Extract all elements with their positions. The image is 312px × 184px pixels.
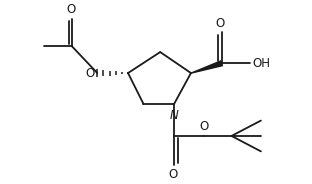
Text: O: O xyxy=(85,67,95,79)
Text: O: O xyxy=(199,120,208,133)
Text: O: O xyxy=(216,17,225,30)
Text: O: O xyxy=(168,168,178,181)
Text: N: N xyxy=(170,109,178,122)
Text: O: O xyxy=(66,3,75,16)
Text: OH: OH xyxy=(252,57,270,70)
Polygon shape xyxy=(191,61,222,73)
